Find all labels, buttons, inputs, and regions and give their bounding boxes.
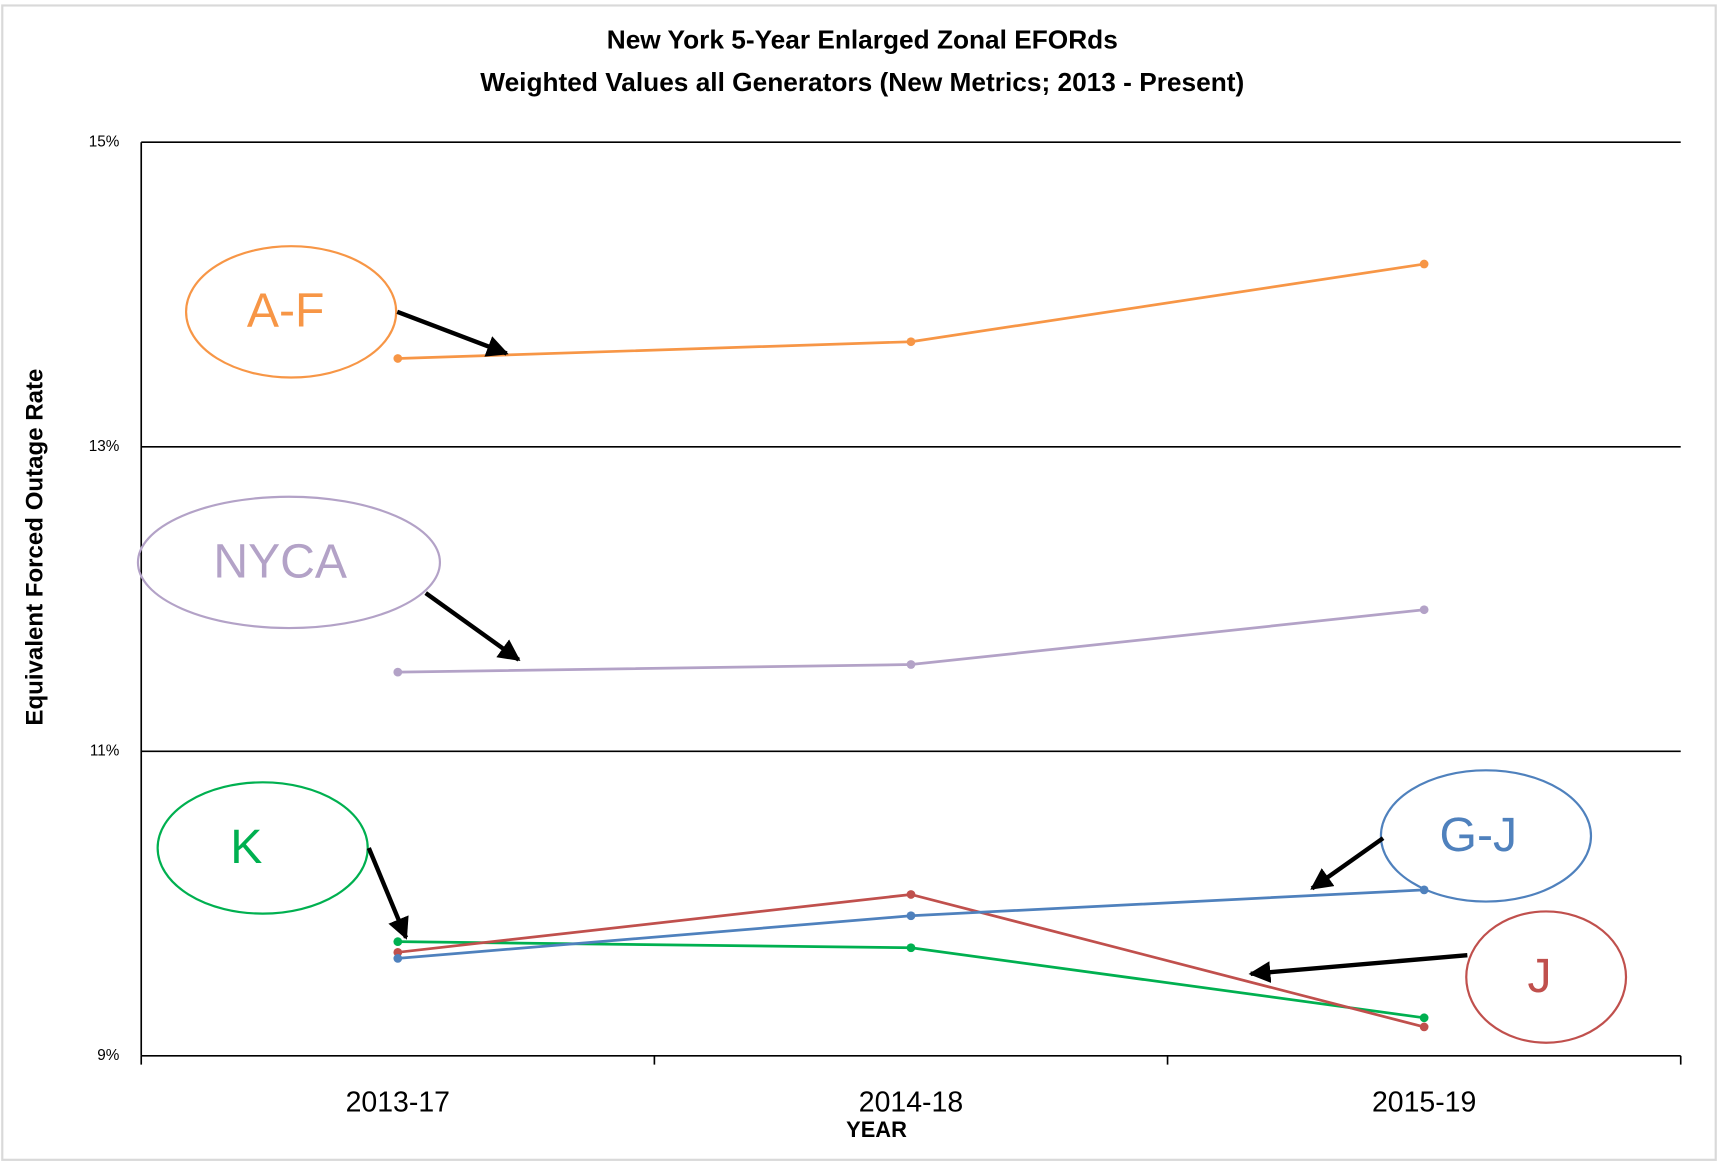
chart-border <box>1 4 1717 1161</box>
data-point <box>1419 605 1429 615</box>
y-tick-label: 15% <box>89 133 120 150</box>
callout-arrow <box>396 309 509 357</box>
data-point <box>393 354 403 363</box>
legend-label: NYCA <box>213 534 347 588</box>
callout-ellipse <box>136 495 442 630</box>
chart-subtitle: Weighted Values all Generators (New Metr… <box>480 67 1244 97</box>
data-point <box>1419 1013 1429 1023</box>
data-point <box>393 954 403 963</box>
legend-label: G-J <box>1440 808 1518 862</box>
data-point <box>1419 1022 1429 1032</box>
x-tick-label: 2015-19 <box>1372 1087 1476 1119</box>
callout-arrow <box>366 847 409 940</box>
callout-ellipse <box>1465 910 1628 1044</box>
data-point <box>393 937 403 947</box>
x-tick-label: 2014-18 <box>859 1087 963 1119</box>
x-axis-label: YEAR <box>846 1117 907 1142</box>
data-point <box>906 890 916 899</box>
data-point <box>906 660 916 669</box>
chart-title: New York 5-Year Enlarged Zonal EFORds <box>607 25 1118 55</box>
callout-arrow <box>1310 836 1385 891</box>
callout-arrow <box>424 591 521 662</box>
data-point <box>393 947 403 957</box>
x-tick-label: 2013-17 <box>346 1087 450 1119</box>
callout-ellipse <box>1379 769 1593 903</box>
y-tick-label: 11% <box>90 742 120 759</box>
data-point <box>906 911 916 921</box>
callout-ellipse <box>184 245 398 379</box>
data-point <box>906 943 916 953</box>
data-point <box>393 667 403 677</box>
data-point <box>1419 259 1429 269</box>
legend-label: J <box>1528 949 1552 1003</box>
y-tick-label: 13% <box>89 438 120 455</box>
data-point <box>906 337 916 347</box>
y-tick-label: 9% <box>97 1047 120 1064</box>
legend-label: A-F <box>247 284 325 338</box>
y-axis-label: Equivalent Forced Outage Rate <box>22 369 49 726</box>
callout-ellipse <box>156 781 369 915</box>
callout-arrow <box>1248 953 1468 984</box>
legend-label: K <box>230 820 262 874</box>
